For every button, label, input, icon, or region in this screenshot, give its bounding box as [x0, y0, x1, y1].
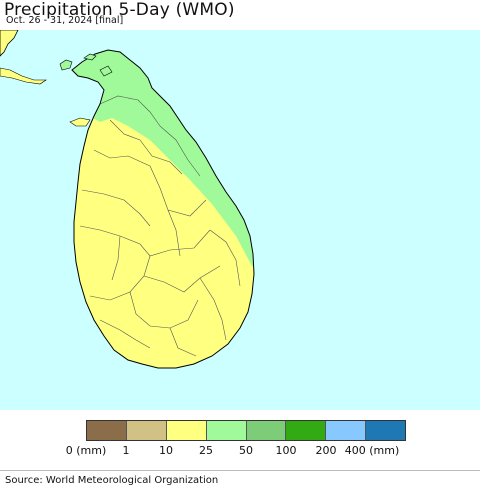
legend-label: 200	[315, 444, 337, 457]
precipitation-legend: 0 (mm) 1 10 25 50 100 200 400 (mm)	[0, 416, 480, 461]
legend-label: 400 (mm)	[344, 444, 400, 457]
legend-label: 100	[275, 444, 297, 457]
district-boundaries	[79, 95, 241, 357]
legend-color-bar	[86, 420, 406, 441]
map-title: Precipitation 5-Day (WMO)	[4, 0, 235, 20]
precipitation-map	[0, 30, 480, 410]
legend-label: 10	[159, 444, 173, 457]
date-range-subtitle: Oct. 26 - 31, 2024 [final]	[6, 15, 124, 26]
legend-label: 25	[199, 444, 213, 457]
india-coast-land	[0, 30, 19, 57]
legend-label: 0 (mm)	[65, 444, 107, 457]
legend-swatch	[206, 421, 247, 440]
source-credit: Source: World Meteorological Organizatio…	[5, 475, 219, 486]
legend-swatch	[286, 421, 327, 440]
legend-swatch	[166, 421, 207, 440]
footer-divider	[0, 470, 480, 471]
mannar-island	[69, 117, 91, 127]
india-islands	[0, 67, 47, 85]
legend-swatch	[326, 421, 367, 440]
legend-swatch	[87, 421, 127, 440]
jaffna-islands	[59, 53, 113, 77]
legend-label: 50	[239, 444, 253, 457]
legend-label: 1	[122, 444, 130, 457]
legend-swatch	[246, 421, 287, 440]
legend-swatch	[126, 421, 167, 440]
legend-swatch	[366, 421, 405, 440]
